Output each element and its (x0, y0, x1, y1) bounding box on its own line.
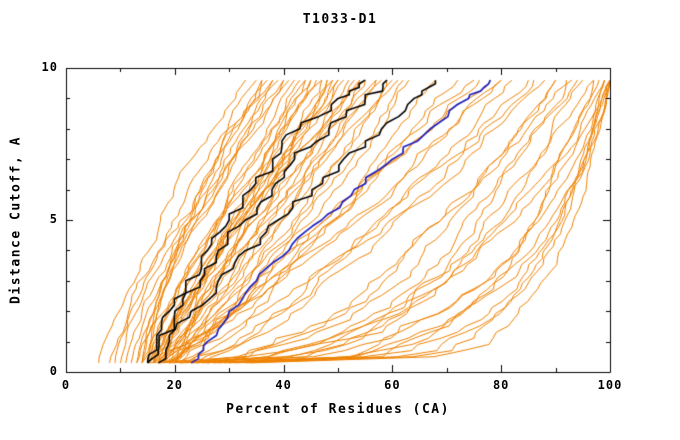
x-tick-label: 100 (597, 378, 623, 392)
chart-title: T1033-D1 (302, 12, 378, 27)
x-tick-label: 60 (384, 378, 401, 392)
x-tick-label: 80 (492, 378, 510, 392)
x-axis-label: Percent of Residues (CA) (226, 402, 450, 417)
y-tick-label: 0 (49, 364, 58, 378)
x-tick-label: 40 (275, 378, 292, 392)
x-tick-label: 20 (166, 378, 184, 392)
y-tick-label: 10 (41, 60, 58, 74)
x-tick-label: 0 (61, 378, 71, 392)
y-tick-label: 5 (49, 212, 58, 226)
